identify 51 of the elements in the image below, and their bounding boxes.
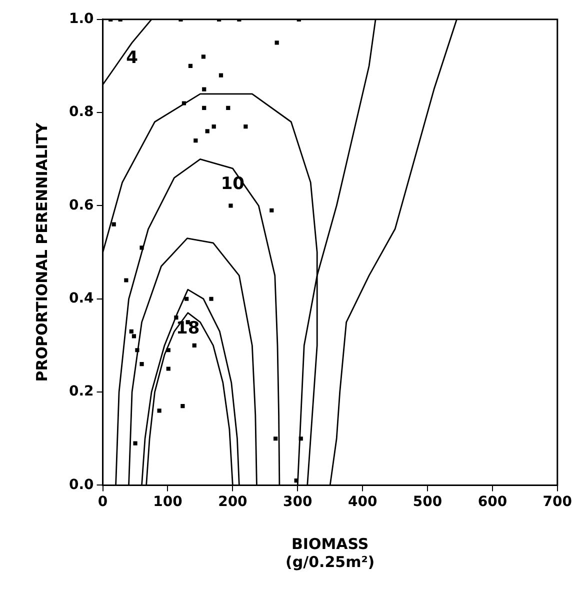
x-tick-label: 0 (98, 494, 108, 510)
series-label: 18 (176, 318, 200, 338)
point (218, 73, 224, 78)
point (184, 296, 189, 301)
point (192, 343, 196, 348)
point (244, 124, 248, 129)
point (228, 204, 233, 208)
point (135, 348, 140, 352)
y-tick-label: 0.0 (68, 476, 94, 493)
point (112, 222, 116, 226)
point (157, 408, 162, 413)
point (180, 404, 185, 408)
point (212, 124, 216, 129)
point (140, 362, 144, 366)
point (166, 348, 170, 352)
point (274, 40, 279, 45)
point (205, 129, 210, 134)
point (202, 87, 206, 92)
point (124, 278, 128, 282)
x-tick-label: 100 (153, 494, 183, 510)
x-tick-label: 400 (348, 494, 378, 510)
y-tick-label: 0.2 (68, 384, 94, 400)
y-tick-label: 0.4 (68, 290, 94, 307)
point (273, 436, 278, 441)
y-tick-label: 0.8 (68, 104, 94, 120)
point (140, 246, 144, 250)
point (174, 315, 178, 320)
x-tick-label: 200 (218, 494, 248, 510)
x-tick-label: 300 (283, 494, 312, 510)
point (201, 54, 206, 59)
point (298, 436, 303, 441)
point (133, 441, 138, 446)
point (188, 64, 193, 68)
point (129, 329, 134, 334)
x-axis-title: BIOMASS (g/0.25m²) (286, 534, 375, 571)
y-axis-title: PROPORTIONAL PERENNIALITY (32, 122, 51, 382)
x-tick-label: 700 (542, 494, 572, 510)
point (294, 478, 298, 483)
series-label: 4 (126, 48, 138, 68)
point (226, 106, 230, 110)
point (209, 296, 214, 301)
point (132, 334, 136, 338)
x-tick-label: 500 (412, 494, 442, 510)
point (194, 138, 198, 143)
point (202, 106, 206, 110)
x-tick-label: 600 (478, 494, 508, 510)
y-tick-label: 0.6 (68, 197, 94, 214)
point (270, 208, 274, 212)
point (166, 366, 170, 371)
point (182, 101, 186, 106)
y-tick-label: 1.0 (68, 11, 94, 28)
